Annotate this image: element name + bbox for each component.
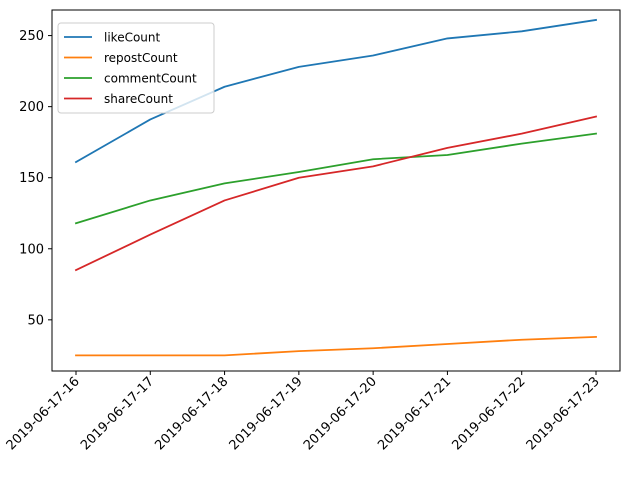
legend-label-commentCount: commentCount — [104, 72, 197, 86]
legend: likeCount repostCount commentCount shareCou… — [57, 22, 215, 114]
series-line-repostCount — [75, 335, 597, 357]
x-tick-label: 2019-06-17-16 — [4, 374, 83, 453]
x-tick-label: 2019-06-17-20 — [301, 374, 380, 453]
axes-frame — [51, 9, 621, 372]
y-tick-label: 200 — [19, 100, 44, 115]
series-line-shareCount — [74, 115, 598, 272]
x-tick-label: 2019-06-17-19 — [227, 374, 306, 453]
series-line-likeCount — [74, 18, 598, 164]
legend-label-likeCount: likeCount — [104, 31, 161, 45]
series-layer — [74, 18, 598, 357]
y-tick-label: 50 — [27, 313, 44, 328]
x-axis-ticks: 2019-06-17-162019-06-17-172019-06-17-182… — [4, 371, 603, 453]
x-tick-label: 2019-06-17-17 — [78, 374, 157, 453]
y-tick-label: 150 — [19, 171, 44, 186]
y-tick-label: 250 — [19, 29, 44, 44]
x-tick-label: 2019-06-17-23 — [524, 374, 603, 453]
legend-label-repostCount: repostCount — [104, 51, 178, 65]
legend-label-shareCount: shareCount — [104, 92, 173, 106]
x-tick-label: 2019-06-17-18 — [152, 374, 231, 453]
y-tick-label: 100 — [19, 242, 44, 257]
x-tick-label: 2019-06-17-21 — [375, 374, 454, 453]
legend-box — [57, 22, 215, 114]
y-axis-ticks: 50 100 150 200 250 — [19, 29, 52, 328]
x-tick-label: 2019-06-17-22 — [449, 374, 528, 453]
series-line-commentCount — [74, 132, 598, 225]
